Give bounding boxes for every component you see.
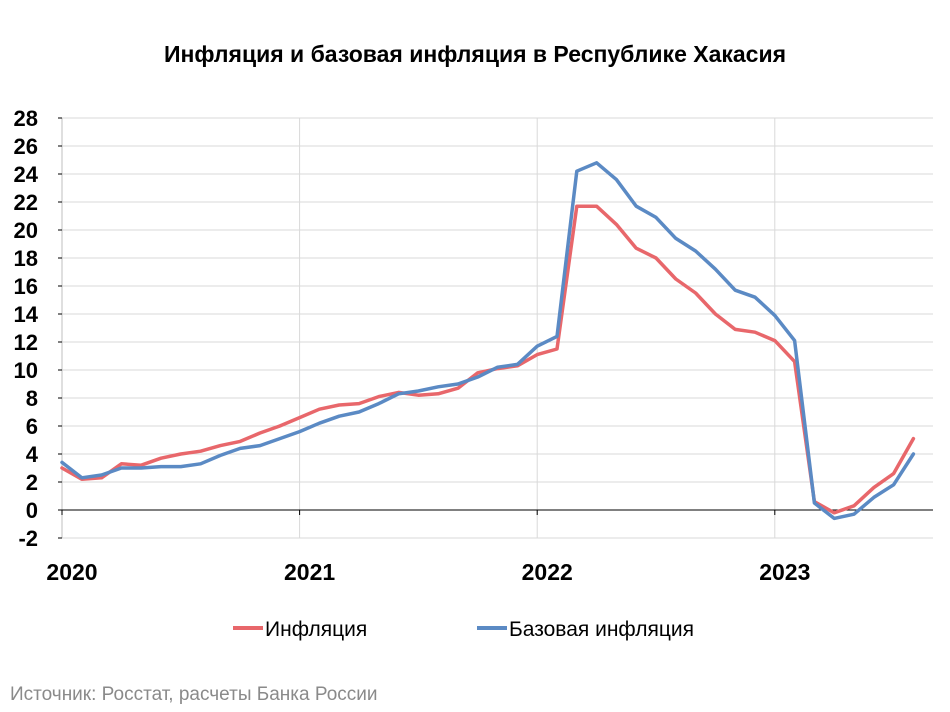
y-tick-label: 24	[14, 162, 39, 187]
y-tick-label: 26	[14, 134, 38, 159]
x-axis-ticks: 2020 2021 2022 2023	[46, 559, 810, 585]
y-tick-label: 16	[14, 274, 38, 299]
y-tick-label: 2	[26, 470, 38, 495]
legend-label-inflation: Инфляция	[265, 618, 367, 641]
y-tick-label: 4	[26, 442, 39, 467]
y-tick-label: 18	[14, 246, 38, 271]
axes	[58, 117, 933, 539]
y-tick-label: 28	[14, 106, 38, 131]
series-lines	[60, 161, 916, 521]
series-line-core-inflation	[60, 161, 916, 521]
legend: Инфляция Базовая инфляция	[233, 618, 694, 641]
source-note: Источник: Росстат, расчеты Банка России	[10, 684, 378, 705]
chart-title: Инфляция и базовая инфляция в Республике…	[164, 41, 786, 67]
y-tick-label: 10	[14, 358, 38, 383]
y-tick-label: 22	[14, 190, 38, 215]
y-tick-label: -2	[18, 526, 38, 551]
y-tick-label: 8	[26, 386, 38, 411]
x-tick-label: 2022	[522, 559, 573, 585]
legend-label-core-inflation: Базовая инфляция	[509, 618, 694, 641]
y-tick-label: 14	[14, 302, 39, 327]
grid	[62, 117, 933, 539]
x-tick-label: 2023	[759, 559, 810, 585]
y-tick-label: 0	[26, 498, 38, 523]
x-tick-label: 2021	[284, 559, 335, 585]
x-tick-label: 2020	[46, 559, 97, 585]
y-tick-label: 12	[14, 330, 38, 355]
y-tick-label: 6	[26, 414, 38, 439]
y-tick-label: 20	[14, 218, 38, 243]
